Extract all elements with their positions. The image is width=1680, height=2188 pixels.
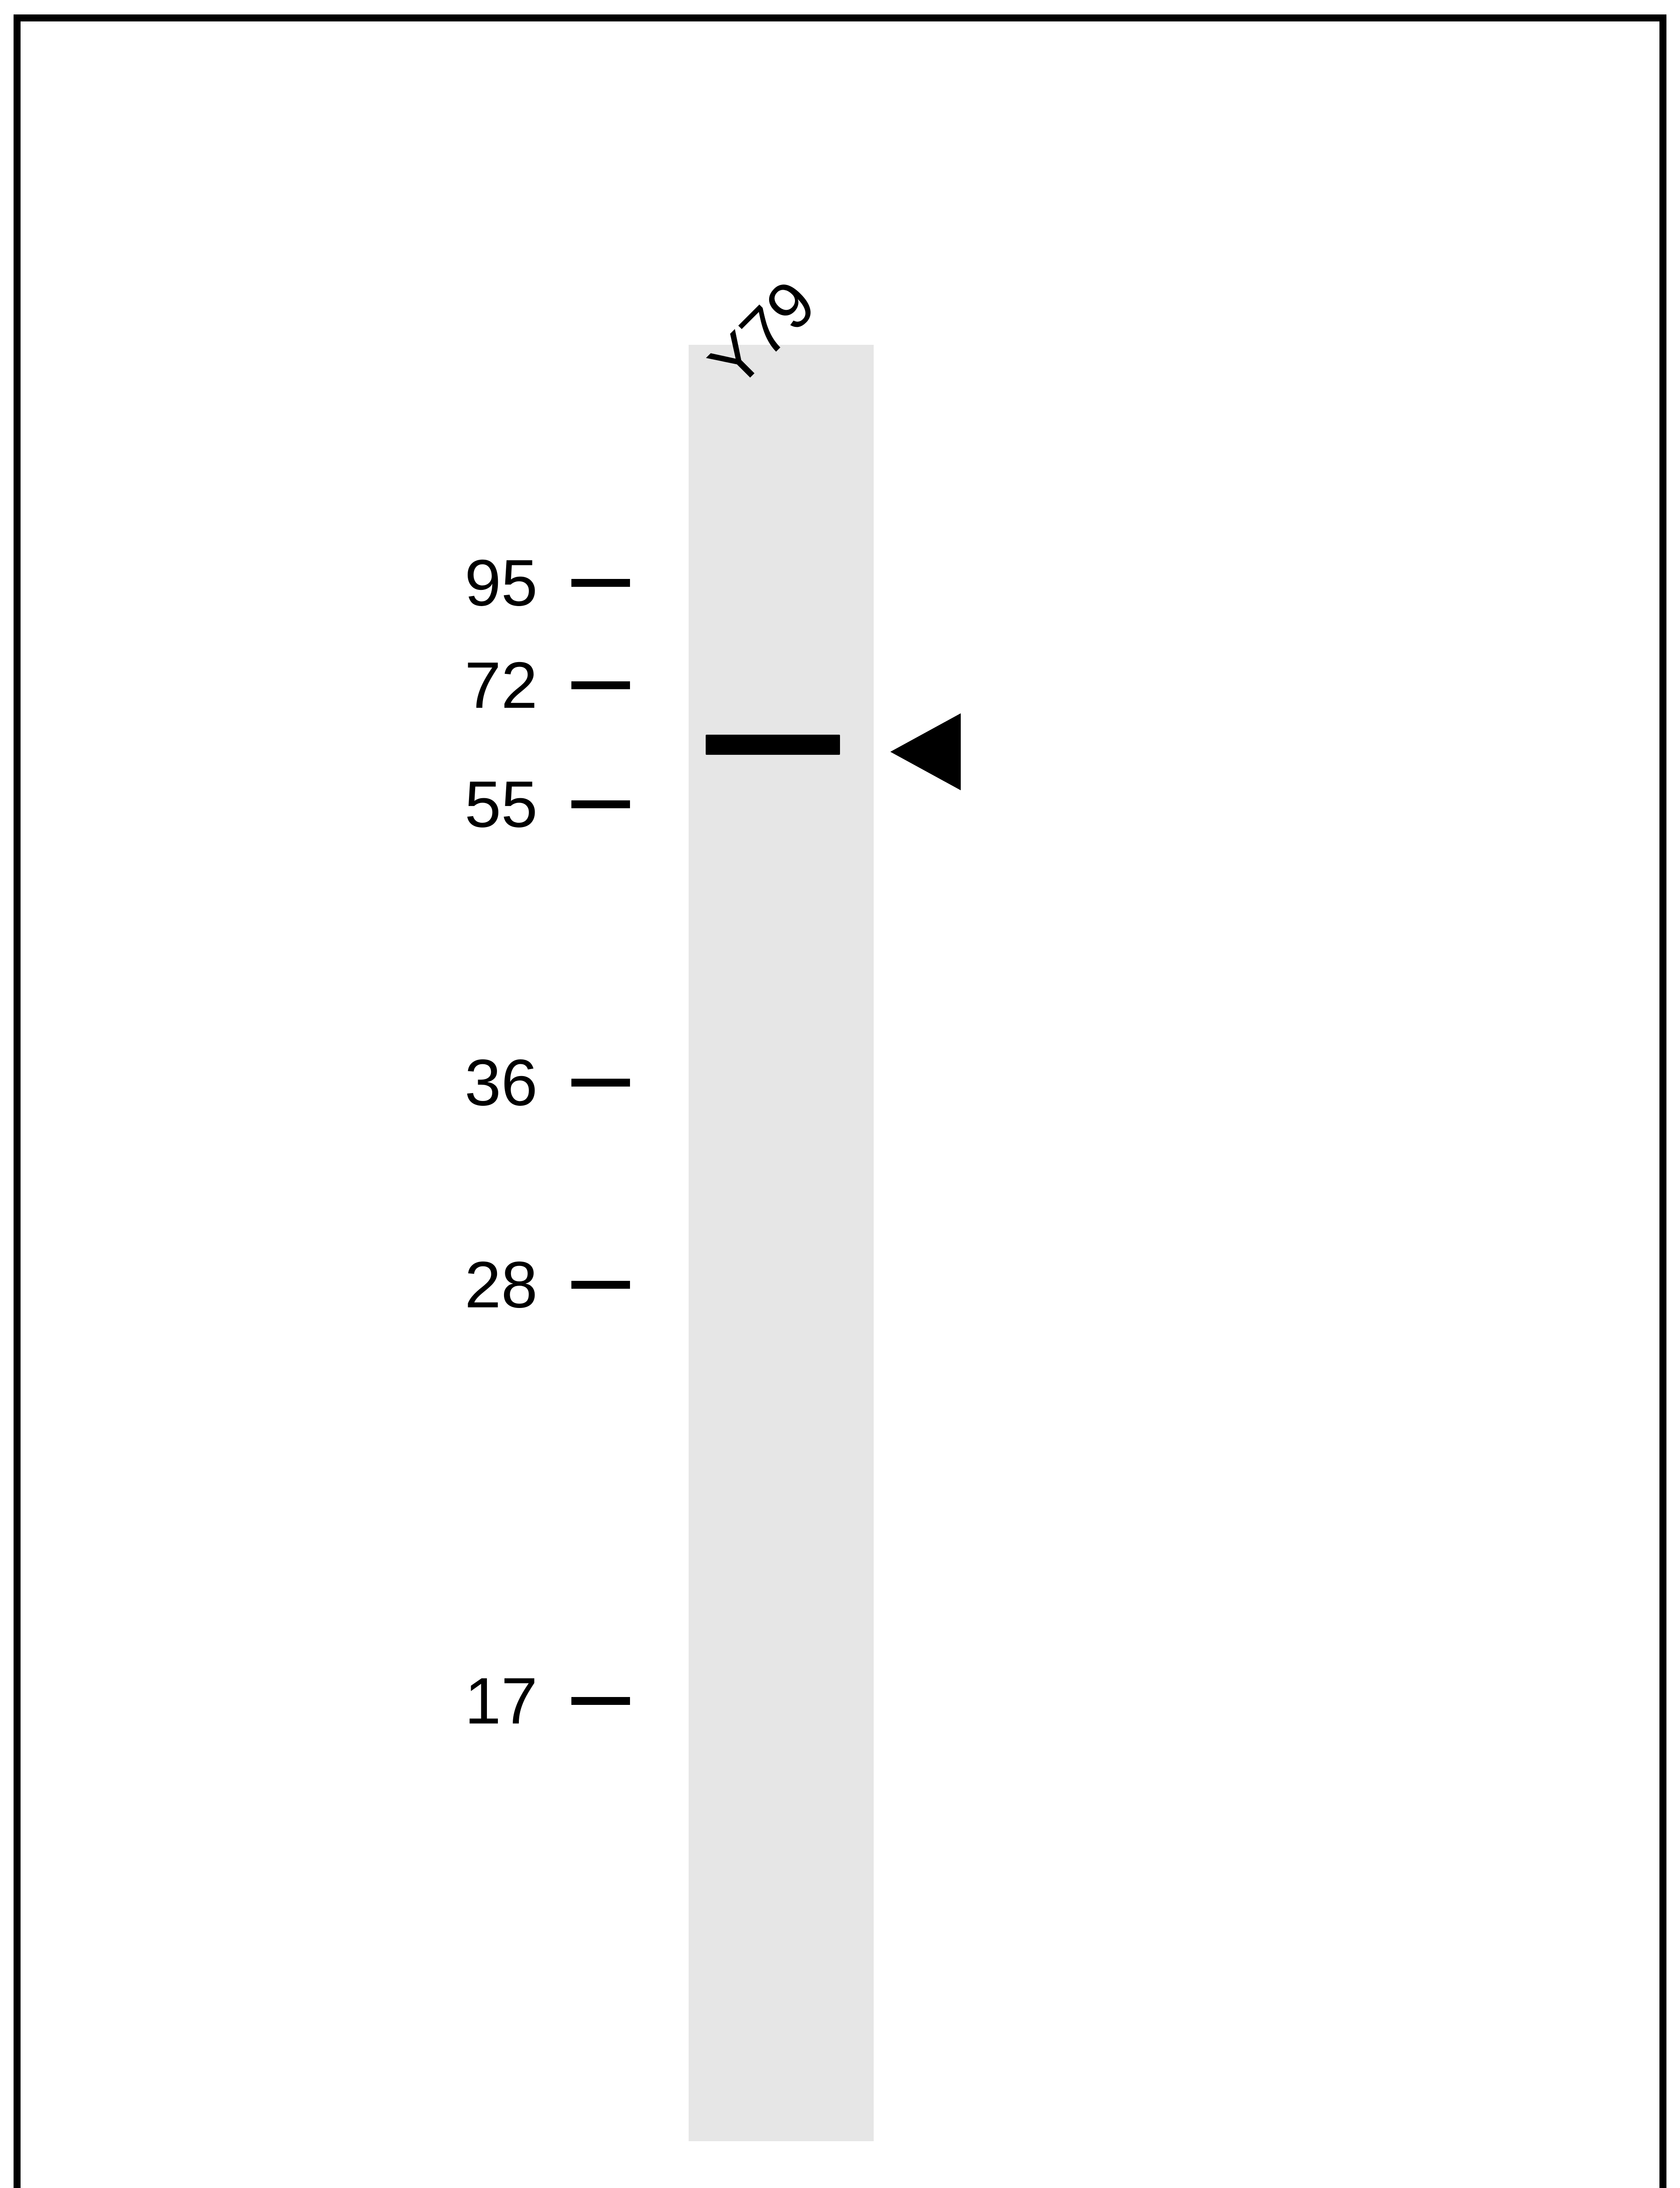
mw-label: 55	[465, 766, 538, 842]
mw-tick	[571, 1079, 630, 1087]
mw-tick	[571, 681, 630, 689]
blot-lane	[689, 345, 873, 2141]
mw-tick	[571, 579, 630, 587]
band-indicator-arrow-icon	[890, 713, 961, 790]
blot-canvas: Y79 957255362817	[0, 0, 1680, 2188]
mw-label: 95	[465, 545, 538, 621]
mw-tick	[571, 800, 630, 808]
mw-label: 28	[465, 1247, 538, 1322]
blot-band	[706, 735, 840, 755]
mw-label: 72	[465, 647, 538, 723]
mw-tick	[571, 1697, 630, 1705]
mw-tick	[571, 1281, 630, 1289]
mw-label: 17	[465, 1663, 538, 1739]
mw-label: 36	[465, 1045, 538, 1120]
